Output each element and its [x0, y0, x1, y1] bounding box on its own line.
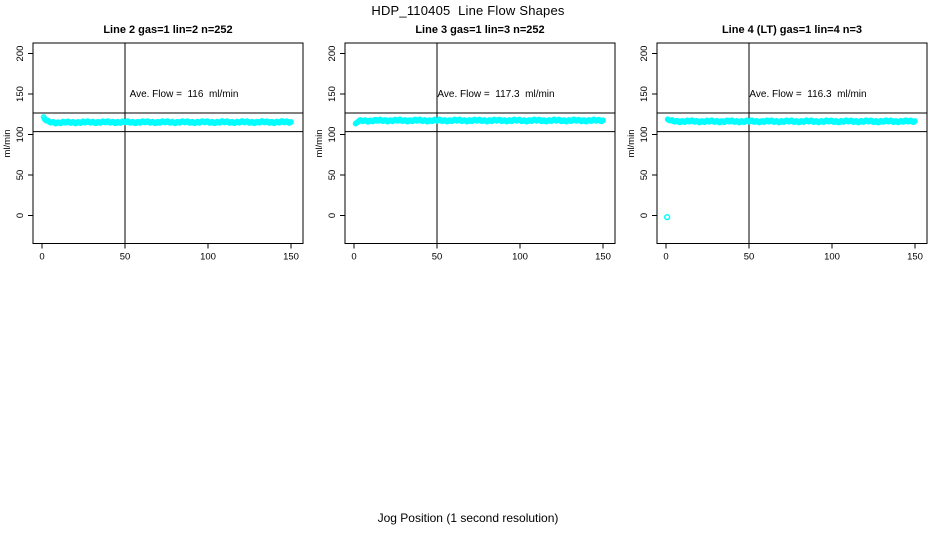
data-point [912, 118, 918, 124]
plot-box [32, 42, 304, 244]
y-tick-label: 150 [327, 86, 338, 102]
y-tick-label: 0 [639, 213, 650, 218]
x-tick-label: 50 [120, 252, 131, 263]
panel-title: Line 4 (LT) gas=1 lin=4 n=3 [722, 24, 862, 36]
y-axis-title: ml/min [314, 130, 325, 158]
y-tick-label: 150 [639, 86, 650, 102]
y-tick-label: 0 [327, 213, 338, 218]
panel-title: Line 2 gas=1 lin=2 n=252 [103, 24, 232, 36]
outlier-point [664, 213, 671, 221]
x-tick-label: 100 [512, 252, 528, 263]
y-tick-label: 50 [15, 170, 26, 181]
x-tick-label: 150 [595, 252, 611, 263]
ave-flow-label: Ave. Flow = 116 ml/min [130, 89, 239, 100]
x-tick-label: 0 [351, 252, 356, 263]
y-tick-label: 200 [327, 46, 338, 62]
y-tick-label: 50 [639, 170, 650, 181]
y-tick-label: 150 [15, 86, 26, 102]
data-point [600, 117, 606, 124]
x-tick-label: 0 [663, 252, 668, 263]
y-axis-title: ml/min [2, 130, 13, 158]
x-tick-label: 50 [744, 252, 755, 263]
chart-title: HDP_110405 Line Flow Shapes [371, 3, 565, 18]
y-axis-title: ml/min [626, 130, 637, 158]
x-tick-label: 150 [907, 252, 923, 263]
x-tick-label: 0 [39, 252, 44, 263]
y-tick-label: 200 [639, 46, 650, 62]
ave-flow-label: Ave. Flow = 116.3 ml/min [749, 89, 866, 100]
panel-title: Line 3 gas=1 lin=3 n=252 [415, 24, 544, 36]
panel-2: Line 3 gas=1 lin=3 n=252 0 50 100 150 200 ml/m… [312, 0, 624, 270]
x-tick-label: 150 [283, 252, 299, 263]
y-tick-label: 100 [639, 127, 650, 143]
panel-svg-2: Line 3 gas=1 lin=3 n=252 0 50 100 150 200 ml/m… [314, 24, 616, 263]
y-tick-label: 100 [15, 127, 26, 143]
x-axis-label: Jog Position (1 second resolution) [377, 511, 559, 525]
x-tick-label: 100 [824, 252, 840, 263]
ave-flow-label: Ave. Flow = 117.3 ml/min [437, 89, 554, 100]
data-point [288, 118, 294, 125]
y-tick-label: 200 [15, 46, 26, 62]
plot-box [344, 42, 616, 244]
panel-svg-1: Line 2 gas=1 lin=2 n=252 0 50 100 150 200 ml/m… [2, 24, 304, 263]
x-tick-label: 100 [200, 252, 216, 263]
plot-box [656, 42, 928, 244]
y-tick-label: 100 [327, 127, 338, 143]
panel-1: Line 2 gas=1 lin=2 n=252 0 50 100 150 200 ml/m… [0, 0, 312, 270]
panel-svg-3: Line 4 (LT) gas=1 lin=4 n=3 0 50 100 150 200 m… [626, 24, 928, 263]
panel-3: Line 4 (LT) gas=1 lin=4 n=3 0 50 100 150 200 m… [624, 0, 936, 270]
x-tick-label: 50 [432, 252, 443, 263]
y-tick-label: 50 [327, 170, 338, 181]
y-tick-label: 0 [15, 213, 26, 218]
